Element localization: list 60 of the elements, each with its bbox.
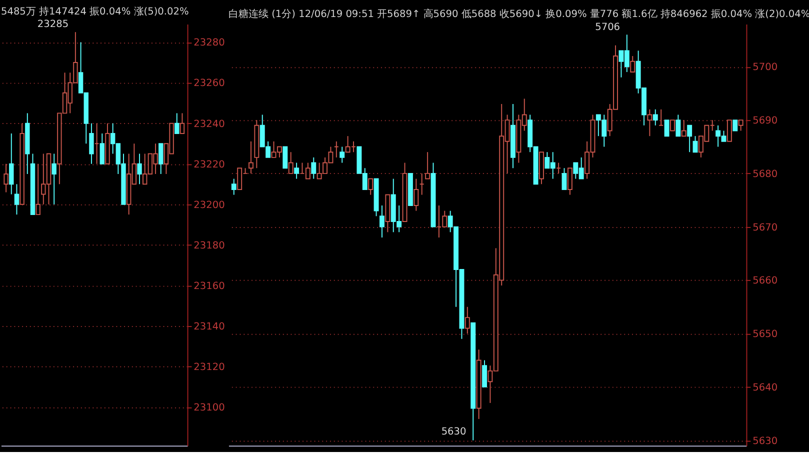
candlestick bbox=[100, 132, 105, 164]
candlestick bbox=[248, 140, 254, 174]
candlestick bbox=[180, 112, 185, 134]
candlestick bbox=[647, 108, 652, 137]
candlestick bbox=[174, 112, 180, 134]
candlestick bbox=[676, 114, 681, 137]
candlestick bbox=[482, 360, 487, 388]
y-tick-label: 5690 bbox=[752, 116, 778, 126]
candlestick bbox=[14, 184, 20, 216]
annotation: 23285 bbox=[37, 19, 69, 30]
y-tick-label: 23240 bbox=[194, 118, 225, 130]
chart-title: 5485万 持147424 振0.04% 涨(5)0.02% bbox=[0, 5, 189, 18]
candlestick bbox=[340, 146, 345, 164]
candlestick bbox=[288, 152, 294, 174]
candlestick bbox=[282, 146, 288, 169]
y-tick-label: 5680 bbox=[752, 168, 778, 180]
candlestick bbox=[414, 178, 419, 212]
candlestick bbox=[4, 163, 8, 193]
candlestick bbox=[670, 120, 675, 132]
candlestick bbox=[231, 178, 236, 196]
y-tick-label: 23100 bbox=[194, 402, 225, 414]
candlestick bbox=[380, 204, 384, 238]
y-tick-label: 5700 bbox=[752, 62, 778, 74]
candlestick bbox=[738, 120, 744, 132]
candlestick bbox=[9, 132, 14, 195]
y-tick-label: 5650 bbox=[752, 329, 778, 340]
candlestick bbox=[692, 136, 698, 153]
candlestick bbox=[664, 120, 670, 137]
candlestick bbox=[311, 156, 316, 180]
y-tick-label: 23260 bbox=[194, 78, 225, 90]
y-tick-label: 5640 bbox=[752, 382, 778, 394]
candlestick bbox=[137, 153, 142, 185]
y-tick-label: 23180 bbox=[194, 240, 225, 252]
candlestick bbox=[687, 124, 692, 153]
y-tick-label: 5630 bbox=[752, 436, 778, 447]
candlestick bbox=[368, 178, 374, 196]
candlestick bbox=[158, 143, 164, 174]
candlestick bbox=[652, 108, 658, 126]
y-tick-label: 23160 bbox=[194, 280, 225, 292]
candlestick bbox=[681, 120, 686, 137]
candlestick bbox=[630, 56, 636, 73]
candlestick bbox=[464, 306, 470, 334]
candlestick bbox=[732, 120, 738, 132]
y-tick-label: 23280 bbox=[194, 38, 225, 49]
y-tick-label: 23120 bbox=[194, 362, 225, 374]
annotation: 5630 bbox=[441, 426, 466, 438]
candlestick bbox=[89, 122, 94, 164]
candlestick bbox=[567, 168, 572, 196]
annotation: 5706 bbox=[595, 22, 620, 33]
y-tick-label: 23140 bbox=[194, 321, 225, 332]
y-tick-label: 5670 bbox=[752, 222, 778, 234]
candlestick bbox=[562, 168, 567, 190]
candlestick bbox=[52, 153, 56, 205]
candlestick bbox=[425, 152, 430, 180]
candlestick bbox=[36, 163, 40, 216]
candlestick bbox=[726, 120, 732, 142]
y-tick-label: 23220 bbox=[194, 159, 225, 170]
y-tick-label: 5660 bbox=[752, 276, 778, 287]
candlestick bbox=[294, 162, 300, 180]
y-tick-label: 23200 bbox=[194, 200, 225, 211]
